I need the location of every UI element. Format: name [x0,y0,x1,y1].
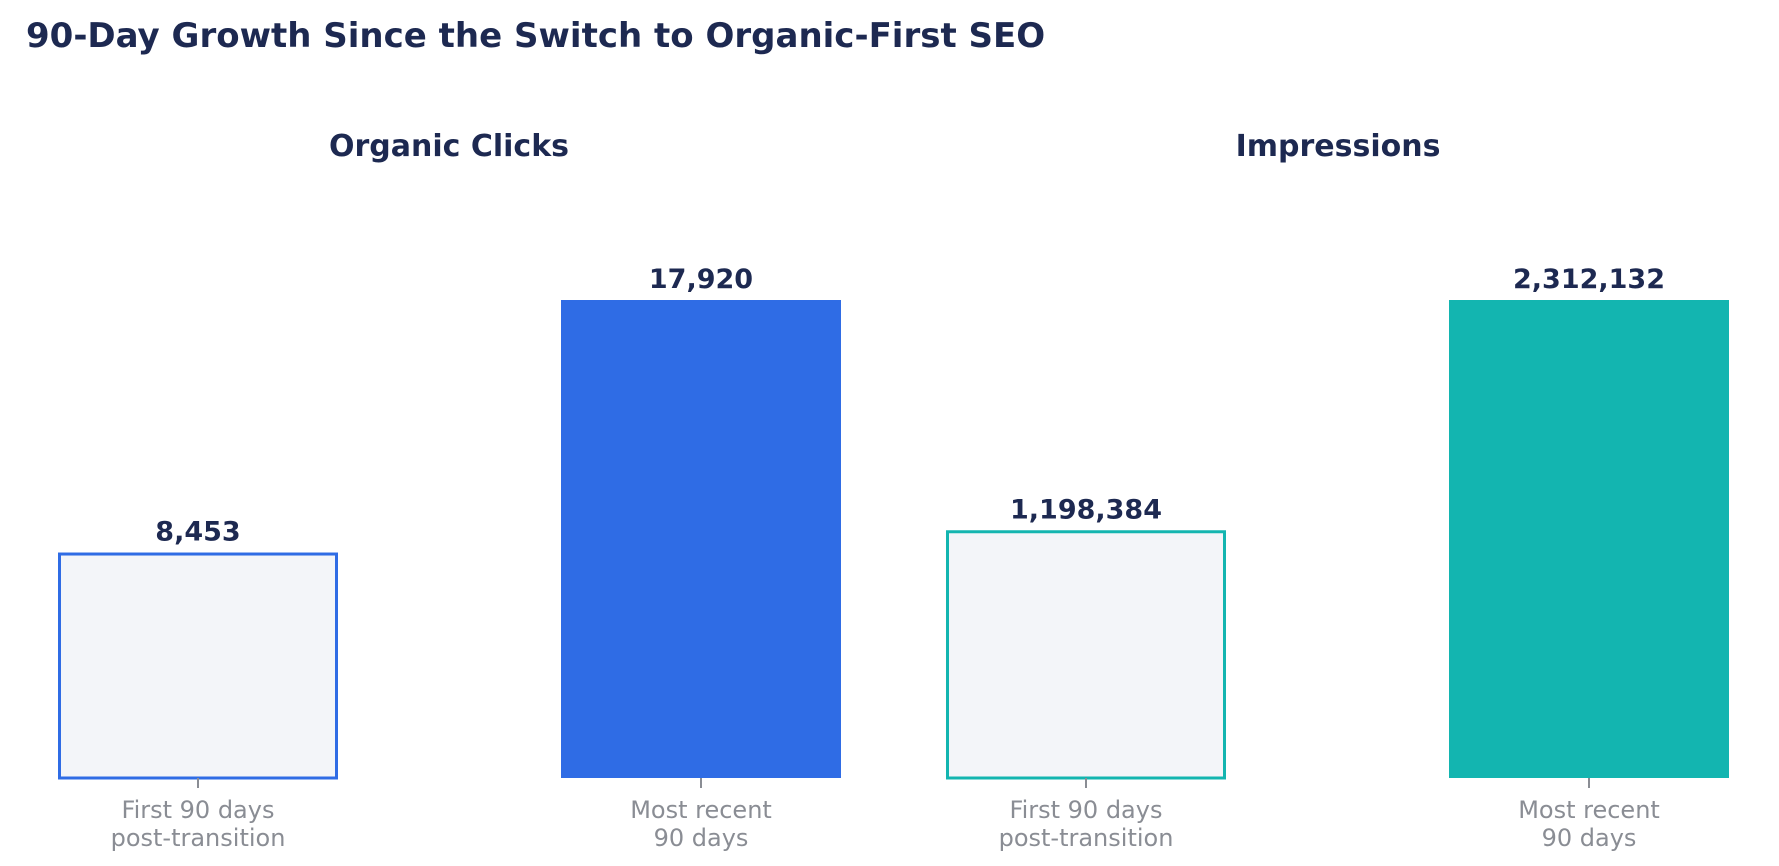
x-tick-label: Most recent [1518,796,1660,824]
chart-panel: Impressions 1,198,384 First 90 dayspost-tr… [946,129,1729,852]
x-tick-label: First 90 days [122,796,275,824]
bar [58,552,338,780]
x-tick-label: post-transition [111,824,286,852]
bar [946,530,1226,780]
bar-value-label: 8,453 [155,517,240,548]
panel-title: Impressions [1236,129,1441,164]
bar [1449,300,1729,778]
bar-value-label: 17,920 [649,264,753,295]
x-tick-label: Most recent [630,796,772,824]
panel-title: Organic Clicks [329,129,569,164]
bar-value-label: 1,198,384 [1010,494,1162,525]
chart-title: 90-Day Growth Since the Switch to Organi… [26,16,1045,56]
x-tick-label: post-transition [999,824,1174,852]
x-tick-label: First 90 days [1010,796,1163,824]
chart-panel: Organic Clicks 8,453 First 90 dayspost-tra… [58,129,841,852]
x-tick-label: 90 days [654,824,749,852]
bar-value-label: 2,312,132 [1513,264,1665,295]
bar [561,300,841,778]
x-tick-label: 90 days [1542,824,1637,852]
